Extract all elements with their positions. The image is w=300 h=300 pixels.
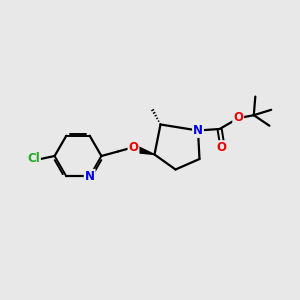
Text: N: N [85, 170, 95, 183]
Text: O: O [128, 141, 139, 154]
Text: O: O [216, 141, 226, 154]
Text: Cl: Cl [27, 152, 40, 166]
Text: O: O [233, 111, 243, 124]
Polygon shape [136, 146, 154, 154]
Text: N: N [193, 124, 203, 137]
